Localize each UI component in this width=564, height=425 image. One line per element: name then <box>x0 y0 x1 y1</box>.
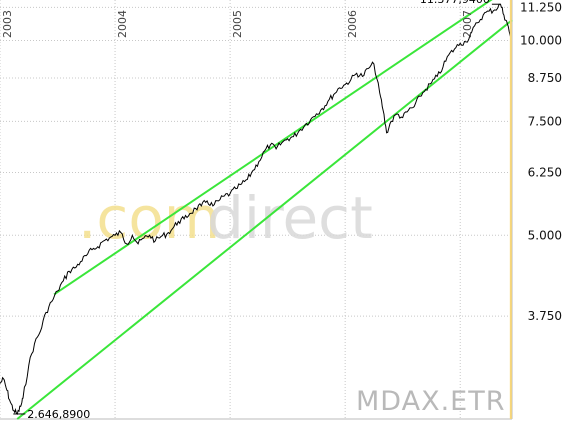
y-tick-label: 10.000 <box>520 33 562 47</box>
year-label: 2003 <box>1 10 14 38</box>
watermark: .com direct <box>78 184 373 252</box>
instrument-label: MDAX.ETR <box>356 386 505 417</box>
year-label: 2006 <box>346 10 359 38</box>
low-label: 2.646,8900 <box>27 408 90 421</box>
y-tick-label: 3.750 <box>528 309 562 323</box>
y-tick-label: 7.500 <box>528 114 562 128</box>
x-axis-years: 2003 2004 2005 2006 2007 <box>1 10 474 38</box>
y-axis-ticks: 3.750 5.000 6.250 7.500 8.750 10.000 11.250 <box>520 0 562 323</box>
watermark-com-text: .com <box>78 184 220 252</box>
high-label: 11.377,9400 <box>420 0 490 6</box>
watermark-direct-text: direct <box>207 184 373 252</box>
year-label: 2007 <box>461 10 474 38</box>
y-tick-label: 5.000 <box>528 228 562 242</box>
trend-channel <box>16 0 513 420</box>
year-label: 2004 <box>116 10 129 38</box>
channel-line-upper <box>53 0 493 296</box>
channel-line-lower <box>16 19 513 420</box>
year-label: 2005 <box>231 10 244 38</box>
y-tick-label: 11.250 <box>520 0 562 14</box>
price-line <box>0 3 512 415</box>
annotations: 2.646,8900 11.377,9400 <box>13 0 500 421</box>
y-tick-label: 6.250 <box>528 166 562 180</box>
grid <box>0 0 513 420</box>
price-series <box>0 3 512 415</box>
y-tick-label: 8.750 <box>528 71 562 85</box>
